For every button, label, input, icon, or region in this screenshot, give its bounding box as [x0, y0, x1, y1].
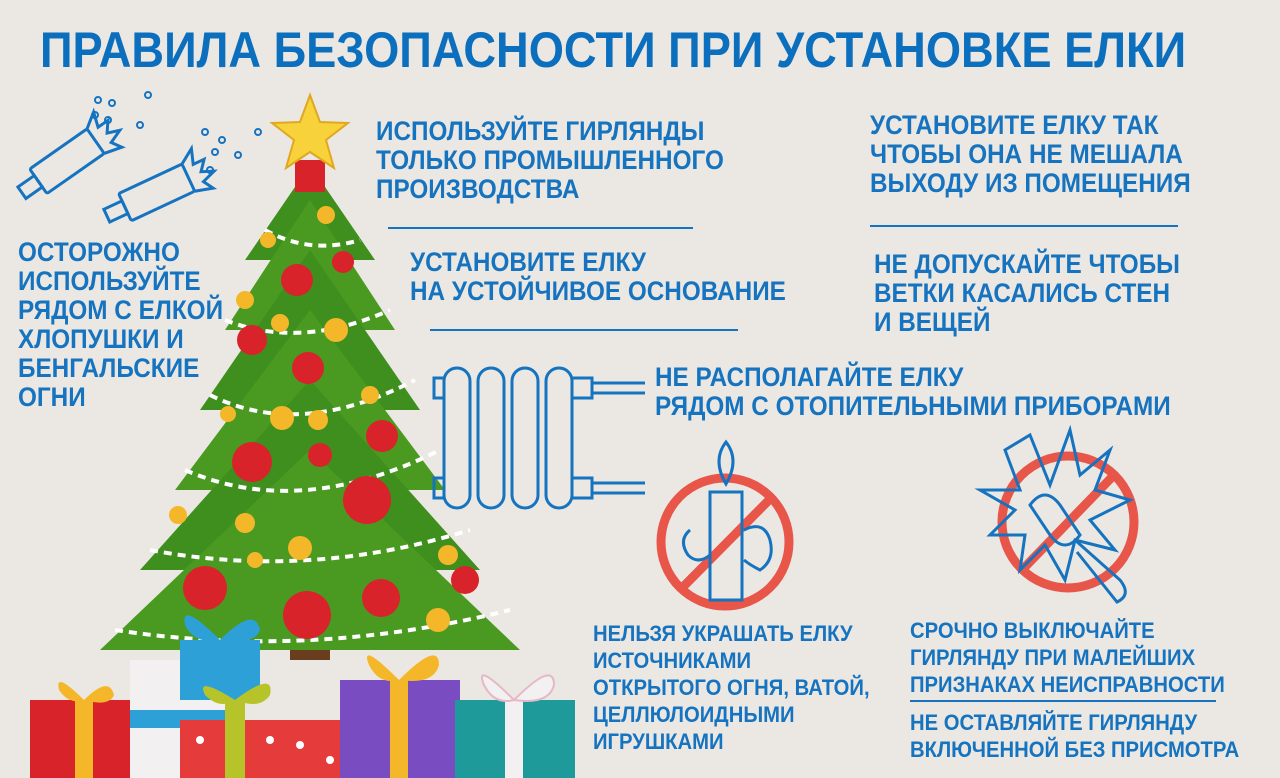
rule-line: ВЫХОДУ ИЗ ПОМЕЩЕНИЯ [870, 168, 1191, 198]
rule-exit: УСТАНОВИТЕ ЕЛКУ ТАК ЧТОБЫ ОНА НЕ МЕШАЛА … [870, 111, 1191, 198]
divider [388, 227, 693, 229]
rule-line: ТОЛЬКО ПРОМЫШЛЕННОГО [376, 145, 724, 175]
rule-line: НЕ ДОПУСКАЙТЕ ЧТОБЫ [874, 249, 1180, 279]
star-icon [269, 92, 351, 171]
rule-line: ИСТОЧНИКАМИ [593, 648, 752, 673]
rule-line: БЕНГАЛЬСКИЕ [18, 353, 200, 383]
rule-line: УСТАНОВИТЕ ЕЛКУ [410, 247, 647, 277]
no-broken-bulb-icon [974, 424, 1139, 604]
rule-line: И ВЕЩЕЙ [874, 307, 991, 337]
radiator-icon [432, 366, 645, 510]
rule-open-fire: НЕЛЬЗЯ УКРАШАТЬ ЕЛКУ ИСТОЧНИКАМИ ОТКРЫТО… [593, 620, 870, 755]
divider [870, 225, 1178, 227]
rule-line: НЕЛЬЗЯ УКРАШАТЬ ЕЛКУ [593, 621, 853, 646]
rule-line: НА УСТОЙЧИВОЕ ОСНОВАНИЕ [410, 276, 786, 306]
divider [910, 700, 1216, 702]
no-candle-icon [656, 439, 794, 611]
rule-line: РЯДОМ С ЕЛКОЙ [18, 295, 224, 325]
rule-line: ПРОИЗВОДСТВА [376, 174, 580, 204]
rule-malfunction: СРОЧНО ВЫКЛЮЧАЙТЕ ГИРЛЯНДУ ПРИ МАЛЕЙШИХ … [910, 617, 1225, 698]
gift-boxes-illustration [30, 615, 575, 778]
rule-line: ЧТОБЫ ОНА НЕ МЕШАЛА [870, 139, 1183, 169]
rule-line: ОГНИ [18, 382, 86, 412]
rule-unattended: НЕ ОСТАВЛЯЙТЕ ГИРЛЯНДУ ВКЛЮЧЕННОЙ БЕЗ ПР… [910, 709, 1239, 763]
page-title: ПРАВИЛА БЕЗОПАСНОСТИ ПРИ УСТАНОВКЕ ЕЛКИ [40, 22, 1187, 78]
rule-line: УСТАНОВИТЕ ЕЛКУ ТАК [870, 110, 1159, 140]
rule-line: ВЕТКИ КАСАЛИСЬ СТЕН [874, 278, 1171, 308]
rule-line: РЯДОМ С ОТОПИТЕЛЬНЫМИ ПРИБОРАМИ [655, 391, 1171, 421]
rule-line: ПРИЗНАКАХ НЕИСПРАВНОСТИ [910, 672, 1225, 697]
rule-line: НЕ ОСТАВЛЯЙТЕ ГИРЛЯНДУ [910, 710, 1198, 735]
rule-line: ИСПОЛЬЗУЙТЕ [18, 266, 201, 296]
rule-line: ИГРУШКАМИ [593, 729, 724, 754]
rule-heaters: НЕ РАСПОЛАГАЙТЕ ЕЛКУ РЯДОМ С ОТОПИТЕЛЬНЫ… [655, 363, 1171, 421]
rule-line: ВКЛЮЧЕННОЙ БЕЗ ПРИСМОТРА [910, 737, 1240, 762]
rule-walls: НЕ ДОПУСКАЙТЕ ЧТОБЫ ВЕТКИ КАСАЛИСЬ СТЕН … [874, 250, 1180, 337]
rule-line: ИСПОЛЬЗУЙТЕ ГИРЛЯНДЫ [376, 116, 705, 146]
rule-line: ОТКРЫТОГО ОГНЯ, ВАТОЙ, [593, 675, 870, 700]
rule-line: ХЛОПУШКИ И [18, 324, 184, 354]
rule-firecrackers: ОСТОРОЖНО ИСПОЛЬЗУЙТЕ РЯДОМ С ЕЛКОЙ ХЛОП… [18, 238, 223, 412]
rule-line: ОСТОРОЖНО [18, 237, 180, 267]
rule-stable-base: УСТАНОВИТЕ ЕЛКУ НА УСТОЙЧИВОЕ ОСНОВАНИЕ [410, 248, 786, 306]
rule-line: СРОЧНО ВЫКЛЮЧАЙТЕ [910, 618, 1155, 643]
rule-line: НЕ РАСПОЛАГАЙТЕ ЕЛКУ [655, 362, 964, 392]
divider [430, 329, 738, 331]
rule-line: ГИРЛЯНДУ ПРИ МАЛЕЙШИХ [910, 645, 1196, 670]
rule-garlands: ИСПОЛЬЗУЙТЕ ГИРЛЯНДЫ ТОЛЬКО ПРОМЫШЛЕННОГ… [376, 117, 724, 204]
firecracker-icon [15, 91, 262, 224]
christmas-tree-illustration [100, 92, 520, 660]
rule-line: ЦЕЛЛЮЛОИДНЫМИ [593, 702, 795, 727]
